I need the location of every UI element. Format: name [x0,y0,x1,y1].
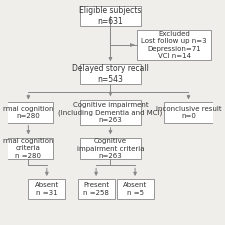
Text: rmal cognition
criteria
n =280: rmal cognition criteria n =280 [3,138,54,159]
FancyBboxPatch shape [137,30,211,60]
Text: Absent
n =31: Absent n =31 [35,182,59,196]
Text: Absent
n =5: Absent n =5 [123,182,147,196]
FancyBboxPatch shape [80,64,141,84]
FancyBboxPatch shape [4,138,53,159]
Text: Cognitive impairment
(Including Dementia and MCI)
n=263: Cognitive impairment (Including Dementia… [58,102,163,123]
FancyBboxPatch shape [4,102,53,123]
Text: Cognitive
impairment criteria
n=263: Cognitive impairment criteria n=263 [77,138,144,159]
FancyBboxPatch shape [80,100,141,125]
Text: Excluded
Lost follow up n=3
Depression=71
VCI n=14: Excluded Lost follow up n=3 Depression=7… [141,31,207,59]
Text: Inconclusive result
n=0: Inconclusive result n=0 [156,106,221,119]
FancyBboxPatch shape [164,102,213,123]
Text: Delayed story recall
n=543: Delayed story recall n=543 [72,64,149,84]
Text: Present
n =258: Present n =258 [83,182,109,196]
FancyBboxPatch shape [80,6,141,26]
Text: Eligible subjects
n=631: Eligible subjects n=631 [79,6,142,26]
FancyBboxPatch shape [80,138,141,159]
FancyBboxPatch shape [78,179,115,199]
Text: rmal cognition
n=280: rmal cognition n=280 [3,106,54,119]
FancyBboxPatch shape [28,179,65,199]
FancyBboxPatch shape [117,179,154,199]
